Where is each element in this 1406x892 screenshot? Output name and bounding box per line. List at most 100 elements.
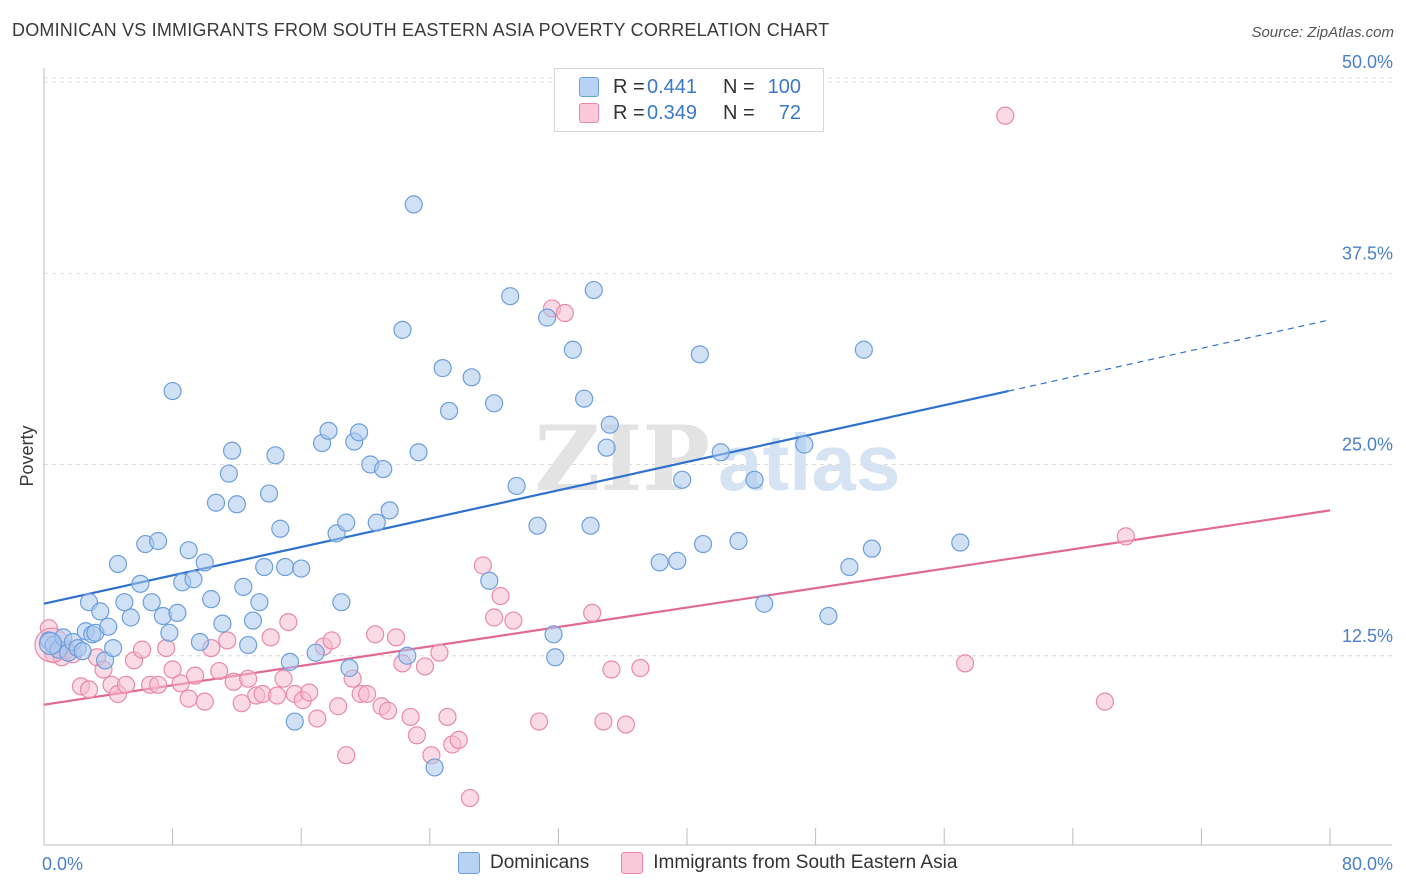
data-point-dominicans <box>99 617 118 636</box>
data-point-dominicans <box>485 394 504 413</box>
data-point-dominicans <box>332 593 351 612</box>
data-point-dominicans <box>276 557 295 577</box>
data-point-immigrants <box>460 788 480 808</box>
y-tick-label: 37.5% <box>1342 243 1393 263</box>
data-point-dominicans <box>600 415 619 434</box>
legend-r-label: R = <box>613 75 645 98</box>
data-point-dominicans <box>255 557 274 577</box>
legend-r-value: 0.349 <box>647 101 698 124</box>
data-point-dominicans <box>433 359 452 378</box>
stats-legend: R = 0.441 N = 100 R = 0.349 N = 72 <box>554 68 824 132</box>
data-point-immigrants <box>149 675 168 694</box>
legend-swatch-pink <box>579 103 599 123</box>
data-point-immigrants <box>1095 692 1115 711</box>
legend-item-immigrants[interactable]: Immigrants from South Eastern Asia <box>621 852 957 874</box>
legend-swatch-blue <box>458 852 480 874</box>
data-point-immigrants <box>449 730 468 750</box>
data-point-dominicans <box>121 608 140 627</box>
data-point-dominicans <box>840 557 859 577</box>
data-point-immigrants <box>530 712 549 731</box>
data-point-immigrants <box>300 683 319 702</box>
data-point-dominicans <box>266 446 285 465</box>
data-point-immigrants <box>491 586 510 606</box>
data-point-dominicans <box>544 625 563 644</box>
legend-swatch-blue <box>579 77 599 97</box>
data-point-immigrants <box>157 638 176 658</box>
data-point-dominicans <box>227 495 246 514</box>
data-point-immigrants <box>195 692 214 711</box>
data-point-immigrants <box>485 608 504 627</box>
data-point-immigrants <box>267 686 287 705</box>
data-point-dominicans <box>584 280 603 300</box>
data-point-dominicans <box>501 287 520 306</box>
data-point-dominicans <box>250 593 269 612</box>
data-point-dominicans <box>115 593 134 612</box>
data-point-dominicans <box>367 513 386 532</box>
data-point-immigrants <box>329 697 348 716</box>
data-point-dominicans <box>163 381 182 401</box>
data-point-immigrants <box>602 660 621 679</box>
grid-lines <box>44 77 1392 657</box>
y-axis-label: Poverty <box>17 425 37 486</box>
legend-n-label: N = <box>723 75 755 98</box>
data-point-dominicans <box>380 501 399 520</box>
data-point-dominicans <box>668 551 687 570</box>
data-point-dominicans <box>951 533 970 552</box>
legend-n-value: 100 <box>767 75 801 98</box>
series-legend: Dominicans Immigrants from South Eastern… <box>458 852 989 874</box>
y-tick-label: 50.0% <box>1342 52 1393 72</box>
data-point-dominicans <box>292 559 311 578</box>
data-point-immigrants <box>504 611 523 630</box>
legend-r-value: 0.441 <box>647 75 698 98</box>
data-point-dominicans <box>480 571 499 590</box>
data-point-immigrants <box>163 660 182 679</box>
data-point-dominicans <box>142 593 161 612</box>
legend-item-dominicans[interactable]: Dominicans <box>458 852 589 874</box>
data-point-dominicans <box>234 577 253 597</box>
data-point-dominicans <box>280 652 300 671</box>
data-point-dominicans <box>546 648 565 667</box>
data-point-dominicans <box>673 470 692 489</box>
data-point-dominicans <box>862 539 881 558</box>
watermark: ZIP atlas <box>535 406 901 512</box>
data-point-dominicans <box>597 438 616 457</box>
data-point-dominicans <box>168 603 187 623</box>
data-point-immigrants <box>401 707 420 727</box>
data-point-dominicans <box>306 643 325 662</box>
legend-row-immigrants: R = 0.349 N = 72 <box>579 100 801 126</box>
data-point-immigrants <box>473 556 492 575</box>
data-point-immigrants <box>1116 527 1135 546</box>
data-point-dominicans <box>91 602 110 621</box>
data-point-immigrants <box>337 746 356 765</box>
data-point-dominicans <box>795 435 814 454</box>
data-point-immigrants <box>239 669 258 688</box>
legend-label-dominicans: Dominicans <box>490 852 590 873</box>
data-point-immigrants <box>631 658 650 678</box>
series-immigrants-points <box>34 106 1135 808</box>
data-point-dominicans <box>340 658 359 678</box>
data-point-dominicans <box>239 635 258 655</box>
data-point-dominicans <box>819 606 838 626</box>
legend-label-immigrants: Immigrants from South Eastern Asia <box>653 852 958 873</box>
data-point-immigrants <box>210 661 229 681</box>
data-point-immigrants <box>171 674 190 693</box>
data-point-dominicans <box>398 646 417 665</box>
data-point-immigrants <box>616 715 636 734</box>
data-point-immigrants <box>415 657 435 676</box>
data-point-immigrants <box>179 689 198 708</box>
data-point-immigrants <box>261 628 280 647</box>
data-point-immigrants <box>955 654 975 673</box>
data-point-dominicans <box>711 443 730 462</box>
data-point-immigrants <box>322 631 341 650</box>
legend-row-dominicans: R = 0.441 N = 100 <box>579 74 801 100</box>
data-point-dominicans <box>575 389 594 408</box>
watermark-zip: ZIP <box>535 406 710 512</box>
data-point-immigrants <box>279 612 298 632</box>
data-point-dominicans <box>563 340 582 359</box>
data-point-immigrants <box>116 675 136 694</box>
data-point-dominicans <box>73 642 92 661</box>
data-point-dominicans <box>745 470 764 489</box>
legend-n-label: N = <box>723 101 755 124</box>
axes <box>43 68 1392 846</box>
